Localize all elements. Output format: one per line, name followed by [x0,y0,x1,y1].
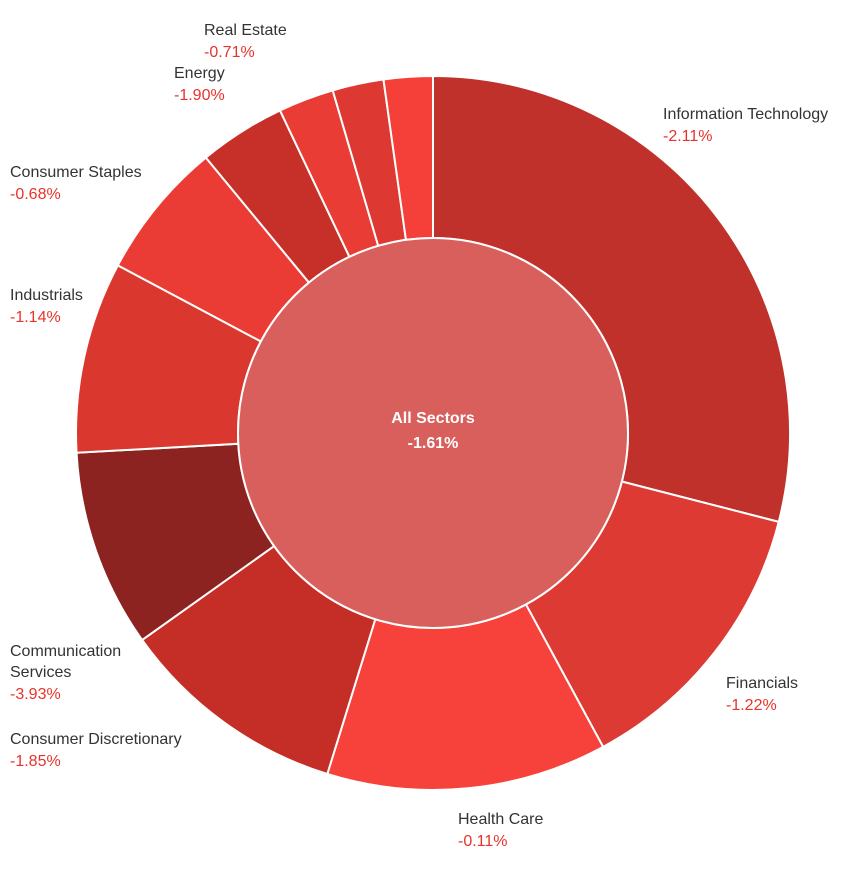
label-name-communication-services: Communication [10,643,121,660]
label-change-energy: -1.90% [174,87,225,104]
center-label: All Sectors [391,410,475,427]
label-name-industrials: Industrials [10,287,83,304]
label-name-financials: Financials [726,675,798,692]
label-change-consumer-discretionary: -1.85% [10,753,61,770]
label-name-real-estate: Real Estate [204,22,287,39]
label-name-energy: Energy [174,65,225,82]
center-value: -1.61% [408,435,459,452]
label-name-health-care: Health Care [458,811,543,828]
label-name-communication-services-line2: Services [10,664,71,681]
label-change-health-care: -0.11% [458,833,508,850]
label-name-consumer-staples: Consumer Staples [10,164,142,181]
label-name-consumer-discretionary: Consumer Discretionary [10,731,182,748]
label-change-communication-services: -3.93% [10,686,61,703]
label-change-industrials: -1.14% [10,309,61,326]
label-change-financials: -1.22% [726,697,777,714]
sector-ring [75,74,791,791]
center-disc[interactable] [237,237,629,629]
label-name-information-technology: Information Technology [663,106,828,123]
label-change-real-estate: -0.71% [204,44,255,61]
segment-labels: Information Technology -2.11% Financials -1… [10,22,828,850]
label-change-consumer-staples: -0.68% [10,186,61,203]
label-change-information-technology: -2.11% [663,128,713,145]
